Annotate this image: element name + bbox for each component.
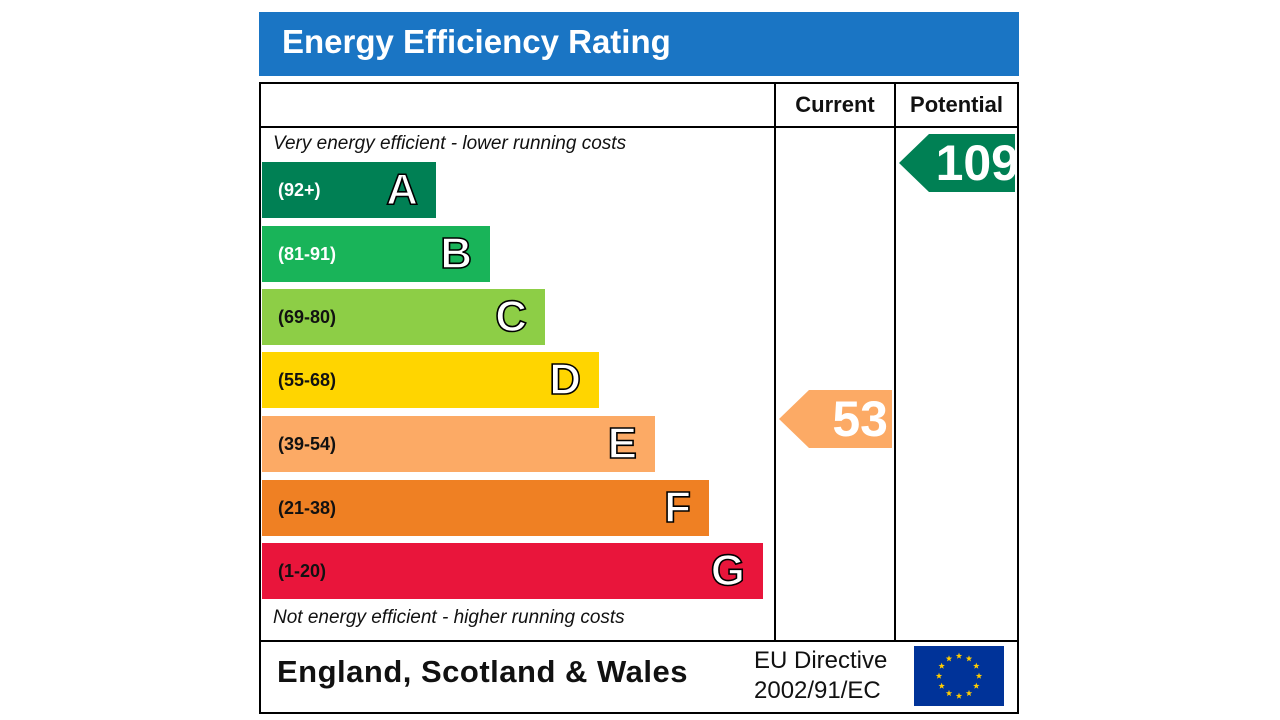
eu-star-icon — [955, 692, 963, 699]
top-note: Very energy efficient - lower running co… — [273, 133, 627, 154]
current-column-divider — [774, 82, 776, 642]
band-a: (92+) A — [262, 162, 436, 218]
band-range: (21-38) — [278, 498, 337, 518]
title-bar: Energy Efficiency Rating — [259, 12, 1019, 76]
eu-star-icon — [938, 662, 945, 669]
band-letter: D — [548, 354, 581, 405]
current-rating-value: 53 — [832, 391, 888, 447]
eu-star-icon — [973, 682, 980, 689]
band-f: (21-38) F — [262, 480, 709, 536]
band-letter: F — [663, 482, 691, 533]
eu-flag-icon — [914, 646, 1004, 706]
header-divider — [259, 126, 1019, 128]
eu-star-icon — [945, 655, 953, 662]
band-g: (1-20) G — [262, 543, 763, 599]
band-letter: G — [710, 545, 746, 596]
eu-star-icon — [973, 662, 980, 669]
directive-line-2: 2002/91/EC — [754, 677, 881, 704]
footer-divider — [259, 640, 1019, 642]
eu-star-icon — [945, 689, 953, 697]
eu-star-icon — [975, 672, 983, 679]
eu-star-icon — [965, 689, 973, 697]
band-letter: C — [494, 291, 527, 342]
band-letter: A — [385, 164, 418, 215]
band-letter: B — [439, 228, 472, 279]
band-range: (69-80) — [278, 307, 337, 327]
eu-star-icon — [965, 655, 973, 662]
potential-column-header: Potential — [910, 92, 1003, 117]
band-c: (69-80) C — [262, 289, 545, 345]
footer-country: England, Scotland & Wales — [277, 654, 688, 689]
footer-directive: EU Directive 2002/91/EC — [754, 646, 904, 706]
chart-frame — [259, 82, 1019, 714]
band-letter: E — [607, 418, 638, 469]
current-column-header: Current — [795, 92, 875, 117]
eu-star-icon — [938, 682, 945, 689]
potential-rating-value: 109 — [935, 135, 1015, 191]
eu-star-icon — [935, 672, 943, 679]
band-e: (39-54) E — [262, 416, 655, 472]
band-d: (55-68) D — [262, 352, 599, 408]
bottom-note: Not energy efficient - higher running co… — [273, 607, 625, 628]
chart-title: Energy Efficiency Rating — [282, 23, 671, 60]
band-range: (81-91) — [278, 244, 337, 264]
band-range: (92+) — [278, 180, 321, 200]
directive-line-1: EU Directive — [754, 647, 888, 674]
band-range: (1-20) — [278, 561, 327, 581]
band-range: (39-54) — [278, 434, 337, 454]
eu-star-icon — [955, 652, 963, 659]
current-rating-arrow: 53 — [779, 390, 892, 448]
potential-column-divider — [894, 82, 896, 642]
band-b: (81-91) B — [262, 226, 490, 282]
band-range: (55-68) — [278, 370, 337, 390]
